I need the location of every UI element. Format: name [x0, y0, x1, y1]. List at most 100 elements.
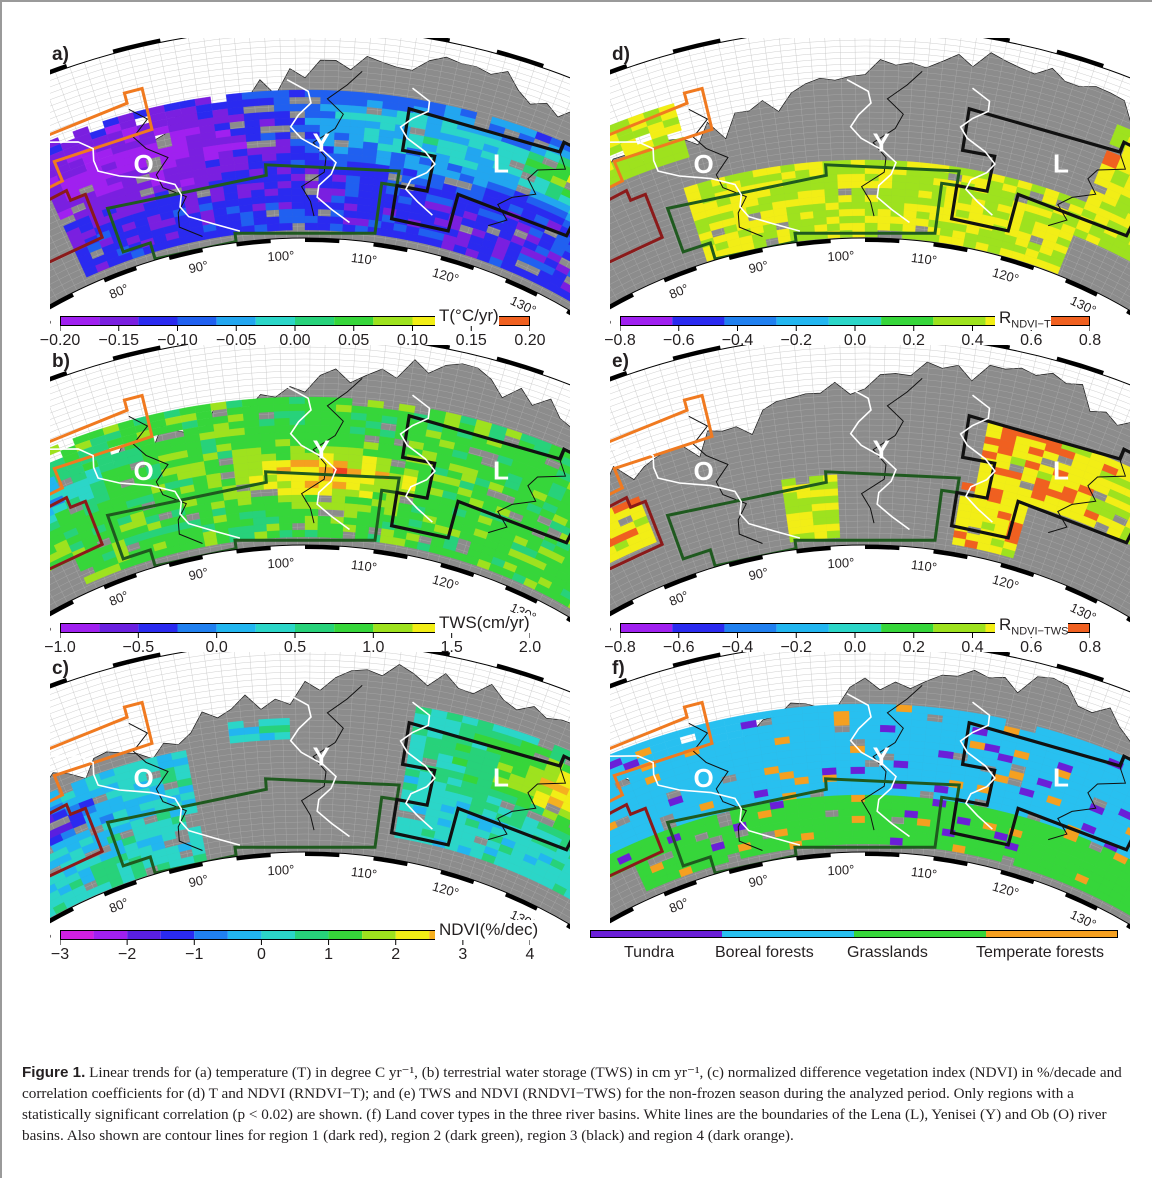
lon-label: 100° [827, 555, 855, 571]
colorbar-swatch [776, 623, 829, 633]
colorbar-swatch [295, 623, 335, 633]
lon-label: 100° [267, 555, 295, 571]
panel-f: f) OYL70°80°90°100°110°120°130°140°70°60… [590, 652, 1130, 997]
lon-label: 110° [910, 250, 938, 268]
colorbar-swatch [362, 930, 396, 940]
colorbar-swatch [261, 930, 295, 940]
basin-label-l: L [1053, 762, 1069, 792]
panel-d: d) OYL70°80°90°100°110°120°130°140°70°60… [590, 38, 1130, 383]
basin-label-l: L [493, 762, 509, 792]
lon-label: 90° [187, 872, 209, 891]
caption-text: Linear trends for (a) temperature (T) in… [22, 1064, 1122, 1144]
landcover-swatch [854, 930, 986, 938]
colorbar-swatch [177, 623, 217, 633]
lon-label: 70° [50, 317, 57, 338]
lon-label: 110° [910, 557, 938, 575]
colorbar-tick-label: 0.8 [1078, 639, 1102, 656]
colorbar-title: NDVI(%/dec) [435, 920, 539, 940]
region-4-contour [50, 700, 154, 835]
basin-label-o: O [134, 149, 154, 179]
colorbar-tick-label: 0 [256, 946, 266, 963]
data-cells [50, 706, 570, 921]
lon-label: 110° [350, 864, 378, 882]
lon-label: 120° [991, 265, 1021, 287]
basin-label-l: L [493, 148, 509, 178]
colorbar-tick-label: −3 [50, 946, 70, 963]
colorbar-swatch [99, 316, 139, 326]
basin-label-y: Y [313, 435, 330, 465]
colorbar-tick-label: −0.5 [122, 639, 155, 656]
lon-label: 130° [1068, 907, 1099, 932]
map-f: OYL70°80°90°100°110°120°130°140°70°60°50… [610, 652, 1130, 952]
basin-label-o: O [134, 763, 154, 793]
region-4-contour [50, 86, 154, 221]
lon-label: 120° [431, 572, 461, 594]
colorbar-swatch [828, 623, 882, 633]
colorbar-tick-label: 2.0 [518, 639, 542, 656]
lon-label: 120° [431, 879, 461, 901]
region-1-contour [610, 802, 665, 923]
map-a: OYL70°80°90°100°110°120°130°140°70°60°50… [50, 38, 570, 338]
colorbar-tick-label: −1.0 [44, 639, 76, 656]
frame-left [0, 0, 2, 1178]
colorbar-tick-label: −0.20 [39, 332, 81, 349]
map-b: OYL70°80°90°100°110°120°130°140°70°60°50… [50, 345, 570, 645]
colorbar-swatch [724, 316, 777, 326]
map-e: OYL70°80°90°100°110°120°130°140°70°60°50… [610, 345, 1130, 645]
lon-label: 100° [827, 862, 855, 878]
figure-label: Figure 1. [22, 1064, 86, 1081]
landcover-label: Tundra [624, 944, 675, 961]
colorbar-swatch [255, 623, 295, 633]
colorbar-tick-label: −0.15 [98, 332, 139, 349]
colorbar-swatch [373, 316, 413, 326]
panel-a: a) OYL70°80°90°100°110°120°130°140°70°60… [30, 38, 570, 383]
colorbar-swatch [127, 930, 161, 940]
colorbar-swatch [490, 316, 530, 326]
colorbar-tick-label: −0.8 [604, 332, 636, 349]
landcover-label: Temperate forests [976, 944, 1105, 961]
basin-label-o: O [694, 456, 714, 486]
colorbar-swatch [138, 316, 178, 326]
lon-label: 80° [667, 895, 691, 916]
colorbar-tick-label: −0.6 [662, 332, 695, 349]
lon-label: 90° [747, 872, 769, 891]
basin-label-l: L [1053, 148, 1069, 178]
colorbar-swatch [724, 623, 777, 633]
colorbar-swatch [328, 930, 363, 940]
lon-label: 90° [747, 565, 769, 584]
basin-label-o: O [694, 149, 714, 179]
colorbar-swatch [295, 316, 335, 326]
region-1-contour [50, 188, 105, 309]
basin-label-y: Y [313, 128, 330, 158]
region-2-contour [665, 163, 961, 261]
colorbar-swatch [216, 316, 256, 326]
colorbar-swatch [395, 930, 430, 940]
lon-label: 70° [50, 931, 57, 952]
colorbar-swatch [255, 316, 295, 326]
colorbar-swatch [93, 930, 128, 940]
colorbar-tick-label: −0.6 [662, 639, 695, 656]
colorbar-title: RNDVI−T [995, 308, 1051, 331]
colorbar-swatch [295, 930, 329, 940]
colorbar: −3 −2 −1 0 1 2 3 4 NDVI(%/dec) [51, 920, 539, 986]
region-1-contour [50, 802, 105, 923]
lon-label: 130° [508, 293, 539, 318]
colorbar-swatch [412, 316, 452, 326]
colorbar-swatch [334, 316, 374, 326]
colorbar-swatch [672, 316, 725, 326]
region-1-contour [610, 188, 665, 309]
colorbar-swatch [227, 930, 262, 940]
panel-label: e) [612, 351, 629, 372]
region-1-contour [50, 495, 105, 616]
colorbar-swatch [672, 623, 725, 633]
colorbar-swatch [828, 316, 882, 326]
region-4-contour [610, 700, 714, 835]
lon-label: 110° [350, 250, 378, 268]
lon-label: 70° [610, 931, 617, 952]
basin-label-y: Y [873, 435, 890, 465]
panel-e: e) OYL70°80°90°100°110°120°130°140°70°60… [590, 345, 1130, 690]
map-frame [50, 652, 570, 930]
colorbar-swatch [776, 316, 829, 326]
lon-label: 100° [827, 248, 855, 264]
panel-label: d) [612, 44, 630, 65]
